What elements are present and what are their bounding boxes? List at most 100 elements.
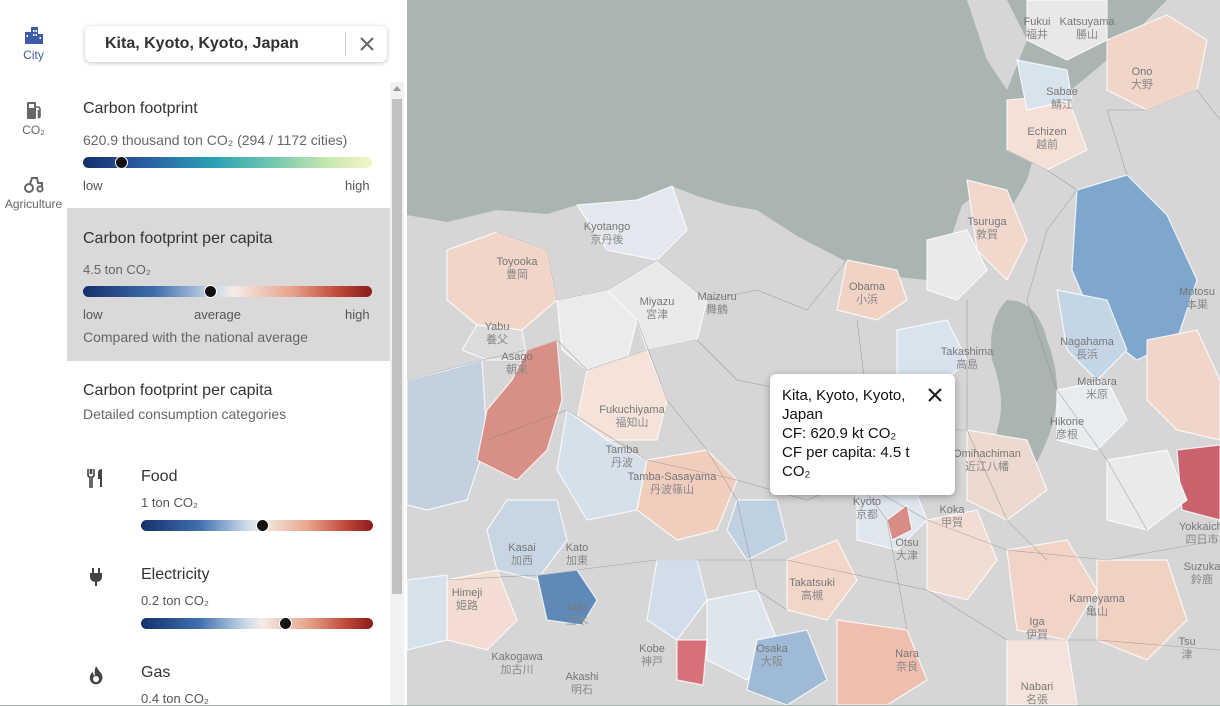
place-label-en: Yokkaichi: [1179, 521, 1220, 533]
nav-label-agriculture: Agriculture: [4, 197, 63, 211]
section-title: Carbon footprint per capita: [83, 230, 273, 247]
category-gas-value: 0.4 ton CO₂: [141, 691, 209, 706]
place-label-ja: 三木: [566, 614, 588, 627]
fuel-pump-icon: [26, 102, 41, 119]
place-label-en: Kyoto: [853, 496, 881, 508]
place-label-ja: 高槻: [801, 588, 823, 602]
place-label-ja: 福知山: [616, 415, 649, 429]
place-label-en: Tamba-Sasayama: [628, 471, 718, 483]
carbon-footprint-scale: [83, 157, 372, 168]
place-label-ja: 勝山: [1076, 27, 1098, 41]
place-label-en: Iga: [1029, 616, 1045, 628]
panel-scrollbar[interactable]: [390, 82, 404, 705]
search-divider: [345, 32, 346, 56]
place-label-ja: 伊賀: [1026, 628, 1048, 641]
place-label-ja: 近江八幡: [965, 459, 1009, 473]
place-label-ja: 豊岡: [506, 268, 528, 281]
place-label-en: Takashima: [941, 346, 994, 358]
place-label-en: Tamba: [605, 444, 639, 456]
section-title: Carbon footprint: [83, 100, 198, 117]
place-label-ja: 姫路: [456, 598, 478, 612]
place-label-en: Toyooka: [497, 256, 539, 268]
place-label-en: Kakogawa: [491, 651, 543, 663]
place-label-en: Suzuka: [1184, 561, 1220, 573]
scale-low-label: low: [83, 307, 103, 322]
nav-label-co2: CO₂: [22, 123, 45, 137]
nav-rail: City CO₂ Agriculture: [0, 0, 68, 705]
place-label-ja: 大阪: [761, 654, 783, 668]
carbon-footprint-section[interactable]: Carbon footprint 620.9 thousand ton CO₂ …: [67, 82, 390, 208]
carbon-footprint-value: 620.9 thousand ton CO₂ (294 / 1172 citie…: [83, 132, 348, 148]
place-label-ja: 甲賀: [941, 516, 963, 529]
place-label-ja: 四日市: [1186, 532, 1219, 546]
place-label-ja: 丹波: [611, 456, 633, 469]
category-electricity-scale: [141, 618, 373, 629]
place-label-en: Osaka: [756, 643, 789, 655]
close-icon[interactable]: [355, 32, 379, 56]
place-label-en: Sabae: [1046, 86, 1078, 98]
nav-label-city: City: [23, 48, 44, 62]
place-label-ja: 本巣: [1186, 297, 1208, 311]
place-label-ja: 加西: [511, 554, 533, 567]
place-label-en: Otsu: [895, 537, 918, 549]
place-label-ja: 神戸: [641, 654, 663, 668]
place-label-en: Kameyama: [1069, 593, 1126, 605]
nav-item-agriculture[interactable]: Agriculture: [0, 173, 67, 211]
place-label-en: Nara: [895, 648, 920, 660]
place-label-ja: 奈良: [896, 659, 918, 673]
city-icon: [24, 27, 43, 44]
place-label-en: Maizuru: [697, 291, 736, 303]
scroll-up-arrow[interactable]: [393, 86, 401, 91]
section-subtitle: Detailed consumption categories: [83, 406, 287, 422]
place-label-ja: 京都: [856, 507, 878, 521]
place-label-ja: 加古川: [501, 663, 534, 676]
place-label-en: Nagahama: [1060, 336, 1115, 348]
place-label-en: Fukuchiyama: [599, 404, 665, 416]
place-label-ja: 福井: [1026, 27, 1048, 41]
place-label-en: Obama: [849, 281, 886, 293]
place-label-en: Kasai: [508, 542, 536, 554]
place-label-ja: 米原: [1086, 388, 1108, 401]
per-capita-section[interactable]: Carbon footprint per capita 4.5 ton CO₂ …: [67, 208, 390, 361]
search-box: [85, 26, 387, 62]
category-electricity-value: 0.2 ton CO₂: [141, 593, 209, 608]
place-label-en: Kato: [566, 542, 589, 554]
nav-item-city[interactable]: City: [0, 24, 67, 62]
place-label-ja: 名張: [1026, 692, 1048, 705]
place-label-en: Takatsuki: [789, 577, 835, 589]
place-label-en: Miki: [567, 602, 587, 614]
place-label-ja: 朝来: [506, 363, 528, 376]
section-title: Carbon footprint per capita: [83, 382, 273, 399]
place-label-ja: 明石: [571, 683, 593, 696]
place-label-ja: 大津: [896, 548, 918, 562]
place-label-en: Tsu: [1178, 636, 1195, 648]
carbon-footprint-marker: [114, 156, 128, 169]
place-label-en: Hikone: [1050, 416, 1084, 428]
info-panel: Carbon footprint 620.9 thousand ton CO₂ …: [67, 0, 407, 706]
place-label-ja: 津: [1182, 648, 1193, 661]
place-label-en: Himeji: [452, 587, 483, 599]
nav-item-co2[interactable]: CO₂: [0, 99, 67, 137]
per-capita-scale: [83, 286, 372, 297]
place-label-en: Miyazu: [640, 296, 675, 308]
place-label-ja: 越前: [1036, 137, 1058, 151]
scroll-thumb[interactable]: [392, 99, 402, 594]
comparison-note: Compared with the national average: [83, 329, 308, 345]
place-label-en: Kyotango: [584, 221, 630, 233]
tractor-icon: [23, 177, 44, 193]
place-label-ja: 亀山: [1086, 604, 1108, 618]
place-label-ja: 敦賀: [976, 227, 998, 241]
close-icon[interactable]: [924, 384, 946, 406]
place-label-ja: 長浜: [1076, 348, 1098, 361]
plug-icon: [90, 568, 102, 586]
place-label-en: Maibara: [1077, 376, 1118, 388]
choropleth-map[interactable]: Katsuyama 勝山 Fukui 福井 Ono 大野 Sabae 鯖江 Echizen 越前 T…: [407, 0, 1220, 705]
category-electricity-marker: [278, 617, 292, 630]
city-popup: Kita, Kyoto, Kyoto, Japan CF: 620.9 kt C…: [770, 374, 955, 495]
detailed-categories-section: Carbon footprint per capita Detailed con…: [67, 361, 390, 706]
search-input[interactable]: [105, 33, 335, 55]
place-label-ja: 宮津: [646, 307, 668, 321]
category-electricity-title: Electricity: [141, 566, 210, 583]
place-label-ja: 大野: [1131, 77, 1153, 91]
